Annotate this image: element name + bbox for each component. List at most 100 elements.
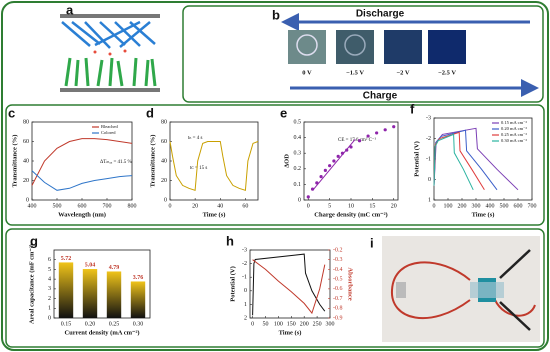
y-tick-label: 60	[23, 139, 29, 145]
panel-label: f	[410, 101, 415, 116]
bar	[106, 271, 122, 318]
series-line	[169, 141, 259, 191]
series-line	[252, 253, 326, 316]
y-tick-label: -2	[426, 136, 431, 142]
panel-label: g	[30, 233, 38, 248]
data-point	[315, 181, 319, 185]
x-tick-label: 200	[458, 203, 467, 209]
value-label: 5.72	[61, 256, 72, 262]
data-point	[349, 145, 353, 149]
data-point	[323, 168, 327, 172]
x-axis-label: Time (s)	[279, 329, 302, 336]
middle-row-border	[5, 104, 545, 226]
legend-label: Bleached	[101, 124, 118, 129]
panel-a-illustration	[60, 14, 160, 92]
arrow-label: Discharge	[356, 9, 405, 20]
y-tick-label: 4	[48, 277, 51, 283]
y-tick-label: 0	[244, 288, 247, 294]
y-axis-label: ΔOD	[283, 154, 290, 168]
y-tick-label: 0.3	[294, 151, 302, 157]
plot-frame	[249, 249, 331, 319]
y-tick-label: 1	[48, 306, 51, 312]
annotation: tᴄ = 15 s	[190, 166, 207, 171]
y-tick-label: -3	[242, 247, 247, 253]
y-tick-label: -1	[426, 156, 431, 162]
series-line	[252, 259, 326, 315]
y-tick-label: -2	[242, 261, 247, 267]
y-tick-label: 20	[161, 178, 167, 184]
panel-label: d	[146, 105, 154, 120]
panel-label: a	[66, 2, 74, 17]
x-tick-label: 600	[78, 203, 87, 209]
y-axis-label: Transmittance (%)	[11, 135, 18, 188]
y-tick-label: 0	[48, 315, 51, 321]
device-photos	[288, 30, 466, 64]
y-tick-label: 80	[23, 119, 29, 125]
y2-tick-label: -0.9	[333, 315, 343, 321]
x-tick-label: 300	[472, 203, 481, 209]
x-tick-label: 0.20	[85, 321, 96, 327]
annotation: tₕ = 4 s	[188, 136, 202, 141]
panel-i-photo	[382, 236, 540, 342]
x-tick-label: 400	[486, 203, 495, 209]
legend-label: 0.30 mA cm⁻²	[501, 138, 527, 143]
y-tick-label: 0	[164, 197, 167, 203]
x-tick-label: 0.25	[109, 321, 120, 327]
series-line	[433, 131, 485, 191]
panel-label: h	[226, 233, 234, 248]
x-tick-label: 20	[192, 203, 198, 209]
y-axis-label: Potential (V)	[413, 141, 420, 177]
x-axis-label: Time (s)	[203, 211, 226, 218]
y-tick-label: 2	[244, 315, 247, 321]
y-tick-label: 2	[48, 296, 51, 302]
y2-tick-label: -0.6	[333, 286, 343, 292]
x-tick-label: 600	[514, 203, 523, 209]
y-tick-label: -1	[242, 275, 247, 281]
y-tick-label: 3	[48, 286, 51, 292]
data-point	[383, 128, 387, 132]
y-tick-label: 60	[161, 139, 167, 145]
x-axis-label: Charge density (mC cm⁻²)	[314, 211, 387, 218]
x-tick-label: 0.15	[61, 321, 72, 327]
legend-label: 0.25 mA cm⁻²	[501, 132, 527, 137]
bar	[58, 262, 74, 318]
data-point	[366, 134, 370, 138]
y-tick-label: 1	[428, 197, 431, 203]
y-tick-label: 1	[244, 302, 247, 308]
bottom-row-border	[5, 228, 545, 348]
y-tick-label: 80	[161, 119, 167, 125]
x-axis-label: Wavelength (nm)	[58, 211, 106, 218]
plot-frame	[53, 249, 151, 319]
y-tick-label: 0	[428, 177, 431, 183]
data-point	[328, 164, 332, 168]
voltage-label: 0 V	[302, 69, 312, 76]
panel-b-border	[182, 5, 544, 103]
data-point	[306, 195, 310, 199]
y-tick-label: -3	[426, 115, 431, 121]
y2-tick-label: -0.7	[333, 296, 343, 302]
y2-tick-label: -0.3	[333, 257, 343, 263]
y2-tick-label: -0.2	[333, 247, 343, 253]
x-tick-label: 0.30	[133, 321, 144, 327]
x-tick-label: 700	[103, 203, 112, 209]
series-line	[433, 133, 474, 191]
x-tick-label: 0	[251, 321, 254, 327]
x-tick-label: 800	[128, 203, 137, 209]
y-tick-label: 5	[48, 267, 51, 273]
x-tick-label: 100	[444, 203, 453, 209]
y2-tick-label: -0.5	[333, 277, 343, 283]
y2-tick-label: -0.8	[333, 306, 343, 312]
y-tick-label: 0.5	[294, 119, 302, 125]
data-point	[392, 125, 396, 129]
panel-label: e	[280, 105, 287, 120]
x-tick-label: 250	[313, 321, 322, 327]
plot-frame	[169, 121, 259, 201]
x-tick-label: 20	[391, 203, 397, 209]
x-tick-label: 0	[433, 203, 436, 209]
bar	[130, 281, 146, 318]
y-tick-label: 0.1	[294, 182, 302, 188]
y-tick-label: 0	[26, 197, 29, 203]
x-tick-label: 700	[528, 203, 537, 209]
y2-tick-label: -0.4	[333, 267, 343, 273]
